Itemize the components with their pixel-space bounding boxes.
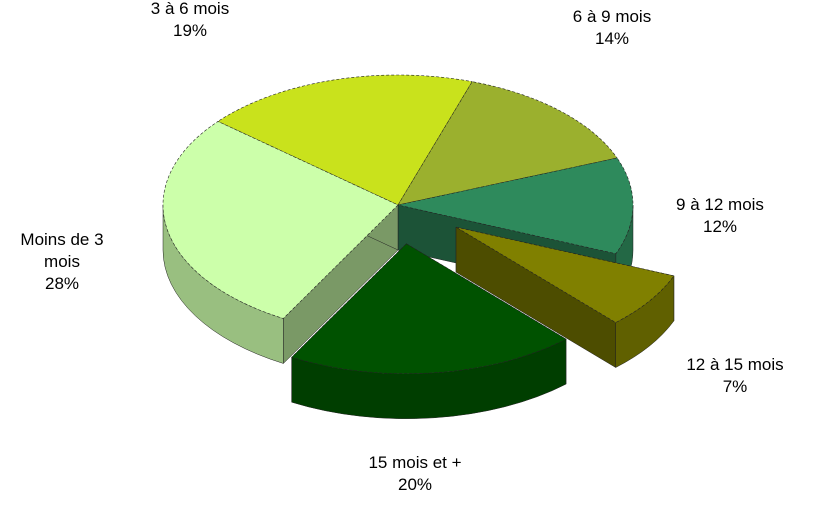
slice (162, 121, 399, 319)
slice-value-label: 20% (398, 475, 432, 494)
slice-label-line: 15 mois et + (368, 453, 461, 472)
slice-label: Moins de 3 mois (20, 230, 103, 271)
slice-label-line: mois (44, 252, 80, 271)
slice-label: 9 à 12 mois (676, 195, 764, 214)
slice-value-label: 14% (595, 29, 629, 48)
slice-wall (291, 338, 567, 419)
slice-value-label: 28% (45, 274, 79, 293)
slice-value-label: 19% (173, 21, 207, 40)
slice (397, 157, 634, 255)
slice (455, 226, 675, 323)
slice-value-label: 7% (723, 377, 748, 396)
slice-label: 15 mois et + (368, 453, 461, 472)
slice-label-line: 9 à 12 mois (676, 195, 764, 214)
slice-label-line: 6 à 9 mois (573, 7, 651, 26)
slice-label: 3 à 6 mois (151, 0, 229, 18)
slice (397, 81, 618, 206)
slice (291, 243, 567, 375)
slice-label-line: 3 à 6 mois (151, 0, 229, 18)
slice-label-line: Moins de 3 (20, 230, 103, 249)
slice-value-label: 12% (703, 217, 737, 236)
slice-label: 6 à 9 mois (573, 7, 651, 26)
slice-label: 12 à 15 mois (686, 355, 783, 374)
slice (217, 74, 473, 206)
slice-label-line: 12 à 15 mois (686, 355, 783, 374)
